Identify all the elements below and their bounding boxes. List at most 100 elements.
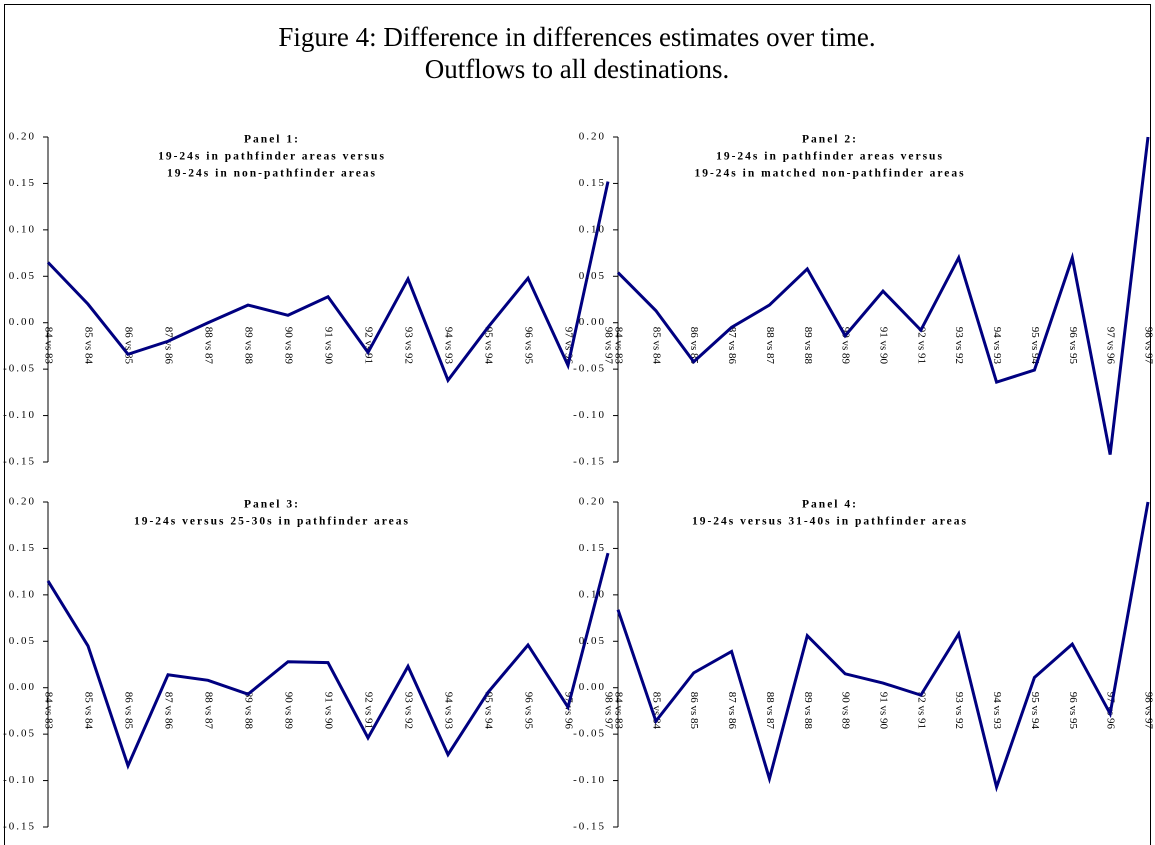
x-tick-label: 92 vs 91 xyxy=(362,692,374,729)
y-tick-label: -0.10 xyxy=(573,409,606,421)
panel-title: Panel 3: xyxy=(244,499,300,511)
x-tick-label: 84 vs 83 xyxy=(42,692,54,730)
x-tick-label: 91 vs 90 xyxy=(877,327,889,365)
y-tick-label: -0.15 xyxy=(573,456,606,468)
x-tick-label: 85 vs 84 xyxy=(82,327,94,365)
x-tick-label: 89 vs 88 xyxy=(802,327,814,365)
x-tick-label: 87 vs 86 xyxy=(726,327,738,365)
y-tick-label: 0.15 xyxy=(579,542,606,554)
panel-title: 19-24s versus 31-40s in pathfinder areas xyxy=(692,516,968,528)
y-tick-label: -0.05 xyxy=(3,728,36,740)
x-tick-label: 89 vs 88 xyxy=(242,692,254,730)
x-tick-label: 98 vs 97 xyxy=(1142,327,1154,365)
x-tick-label: 89 vs 88 xyxy=(242,327,254,365)
frame xyxy=(4,4,1151,845)
data-line xyxy=(46,552,610,770)
y-tick-label: 0.20 xyxy=(9,131,36,143)
x-tick-label: 94 vs 93 xyxy=(442,327,454,365)
y-tick-label: 0.20 xyxy=(579,131,606,143)
x-tick-label: 93 vs 92 xyxy=(402,327,414,364)
x-tick-label: 93 vs 92 xyxy=(402,692,414,729)
x-tick-label: 91 vs 90 xyxy=(877,692,889,730)
panel: -0.15 -0.10 -0.05 0.00 0.05 0.10 0.15 0.20 84 vs… xyxy=(3,496,614,833)
x-tick-label: 86 vs 85 xyxy=(688,692,700,730)
x-tick-label: 88 vs 87 xyxy=(202,692,214,730)
figure-title: Figure 4: Difference in differences esti… xyxy=(278,22,875,52)
y-tick-label: 0.00 xyxy=(9,681,36,693)
x-tick-label: 93 vs 92 xyxy=(953,692,965,729)
y-tick-label: -0.05 xyxy=(3,363,36,375)
y-tick-label: -0.10 xyxy=(3,409,36,421)
x-tick-label: 86 vs 85 xyxy=(122,692,134,730)
panel-title: 19-24s in non-pathfinder areas xyxy=(167,168,377,180)
data-line xyxy=(616,501,1150,793)
x-tick-label: 85 vs 84 xyxy=(650,327,662,365)
y-tick-label: -0.10 xyxy=(3,774,36,786)
x-tick-label: 96 vs 95 xyxy=(522,692,534,730)
x-tick-label: 90 vs 89 xyxy=(282,327,294,365)
x-tick-label: 96 vs 95 xyxy=(522,327,534,365)
panel-title: Panel 4: xyxy=(802,499,858,511)
x-tick-label: 95 vs 94 xyxy=(482,692,494,730)
y-tick-label: 0.00 xyxy=(9,316,36,328)
panel: -0.15 -0.10 -0.05 0.00 0.05 0.10 0.15 0.20 84 vs… xyxy=(573,131,1154,468)
x-tick-label: 96 vs 95 xyxy=(1067,692,1079,730)
x-tick-label: 94 vs 93 xyxy=(991,692,1003,730)
x-tick-label: 92 vs 91 xyxy=(362,327,374,364)
x-tick-label: 95 vs 94 xyxy=(482,327,494,365)
x-tick-label: 93 vs 92 xyxy=(953,327,965,364)
panel-title: 19-24s in matched non-pathfinder areas xyxy=(694,168,965,180)
x-tick-label: 95 vs 94 xyxy=(1029,692,1041,730)
x-tick-label: 84 vs 83 xyxy=(612,692,624,730)
x-tick-label: 90 vs 89 xyxy=(840,327,852,365)
y-tick-label: 0.05 xyxy=(579,635,606,647)
panel-title: 19-24s versus 25-30s in pathfinder areas xyxy=(134,516,410,528)
panel: -0.15 -0.10 -0.05 0.00 0.05 0.10 0.15 0.20 84 vs… xyxy=(3,131,614,468)
panel: -0.15 -0.10 -0.05 0.00 0.05 0.10 0.15 0.20 84 vs… xyxy=(573,496,1154,833)
y-tick-label: -0.10 xyxy=(573,774,606,786)
y-tick-label: 0.20 xyxy=(579,496,606,508)
y-tick-label: -0.15 xyxy=(573,821,606,833)
panel-title: 19-24s in pathfinder areas versus xyxy=(716,151,944,163)
y-tick-label: 0.15 xyxy=(579,177,606,189)
panel-title: 19-24s in pathfinder areas versus xyxy=(158,151,386,163)
y-tick-label: 0.10 xyxy=(9,223,36,235)
x-tick-label: 90 vs 89 xyxy=(840,692,852,730)
x-tick-label: 85 vs 84 xyxy=(650,692,662,730)
y-tick-label: 0.15 xyxy=(9,177,36,189)
panel-title: Panel 2: xyxy=(802,134,858,146)
y-tick-label: 0.15 xyxy=(9,542,36,554)
y-tick-label: 0.20 xyxy=(9,496,36,508)
y-tick-label: 0.10 xyxy=(579,588,606,600)
x-tick-label: 84 vs 83 xyxy=(612,327,624,365)
x-tick-label: 92 vs 91 xyxy=(915,692,927,729)
data-line xyxy=(46,181,610,384)
x-tick-label: 94 vs 93 xyxy=(442,692,454,730)
x-tick-label: 92 vs 91 xyxy=(915,327,927,364)
panel-title: Panel 1: xyxy=(244,134,300,146)
y-tick-label: -0.05 xyxy=(573,363,606,375)
x-tick-label: 88 vs 87 xyxy=(764,692,776,730)
y-tick-label: 0.00 xyxy=(579,681,606,693)
x-tick-label: 87 vs 86 xyxy=(162,327,174,365)
x-tick-label: 89 vs 88 xyxy=(802,692,814,730)
x-tick-label: 90 vs 89 xyxy=(282,692,294,730)
y-tick-label: 0.05 xyxy=(9,270,36,282)
y-tick-label: -0.15 xyxy=(3,821,36,833)
x-tick-label: 98 vs 97 xyxy=(602,692,614,730)
x-tick-label: 85 vs 84 xyxy=(82,692,94,730)
y-tick-label: 0.10 xyxy=(9,588,36,600)
figure-title: Outflows to all destinations. xyxy=(425,54,729,84)
x-tick-label: 94 vs 93 xyxy=(991,327,1003,365)
x-tick-label: 87 vs 86 xyxy=(726,692,738,730)
x-tick-label: 88 vs 87 xyxy=(764,327,776,365)
x-tick-label: 91 vs 90 xyxy=(322,692,334,730)
x-tick-label: 88 vs 87 xyxy=(202,327,214,365)
y-tick-label: 0.10 xyxy=(579,223,606,235)
x-tick-label: 97 vs 96 xyxy=(1105,327,1117,365)
data-line xyxy=(616,136,1150,455)
y-tick-label: 0.05 xyxy=(9,635,36,647)
x-tick-label: 84 vs 83 xyxy=(42,327,54,365)
